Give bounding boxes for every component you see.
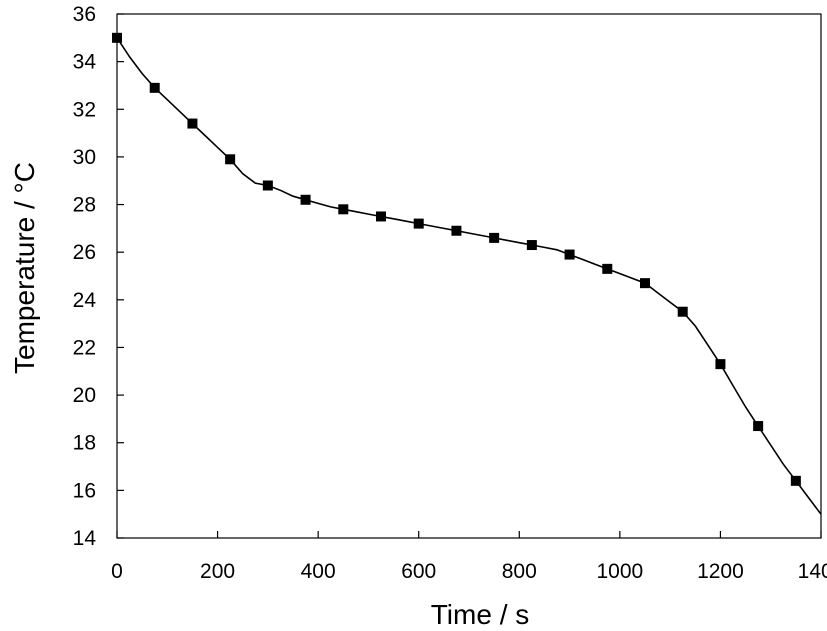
x-axis-tick-labels: 0 200 400 600 800 1000 1200 1400 [111, 560, 827, 583]
data-point [602, 263, 613, 274]
y-tick-label: 24 [73, 289, 97, 312]
x-axis-ticks [116, 531, 822, 538]
y-axis-ticks [117, 13, 124, 539]
cooling-curve-line [116, 37, 822, 515]
data-point [715, 359, 726, 370]
y-axis-label: Temperature / °C [9, 162, 40, 374]
y-tick-label: 14 [73, 527, 97, 550]
y-tick-label: 16 [73, 479, 96, 502]
data-point [300, 194, 311, 205]
x-tick-label: 0 [111, 560, 123, 583]
x-tick-label: 600 [401, 560, 436, 583]
x-tick-label: 200 [200, 560, 235, 583]
x-tick-label: 1400 [798, 560, 827, 583]
x-tick-label: 400 [301, 560, 336, 583]
data-point [677, 306, 688, 317]
data-point [790, 475, 801, 486]
data-point [451, 225, 462, 236]
data-point [225, 154, 236, 165]
data-point-markers [112, 32, 801, 486]
y-axis-tick-labels: 14 16 18 20 22 24 26 28 30 32 34 36 [73, 3, 97, 550]
y-tick-label: 34 [73, 51, 97, 74]
y-tick-label: 20 [73, 384, 96, 407]
x-axis-label: Time / s [431, 599, 530, 630]
x-tick-label: 1000 [596, 560, 643, 583]
data-point [112, 32, 122, 43]
x-tick-label: 800 [502, 560, 537, 583]
y-tick-label: 30 [73, 146, 96, 169]
y-tick-label: 26 [73, 241, 96, 264]
data-point [489, 232, 500, 243]
y-tick-label: 18 [73, 432, 96, 455]
data-point [526, 240, 537, 251]
data-point [564, 249, 575, 260]
data-point [753, 421, 764, 432]
y-tick-label: 28 [73, 194, 96, 217]
x-tick-label: 1200 [697, 560, 744, 583]
data-point [149, 82, 160, 93]
y-tick-label: 22 [73, 336, 96, 359]
data-point [338, 204, 349, 215]
data-point [640, 278, 650, 289]
data-point [262, 180, 273, 191]
data-point [187, 118, 198, 129]
y-tick-label: 36 [73, 3, 96, 26]
data-point [376, 211, 386, 222]
data-point [413, 218, 424, 229]
plot-area-frame [116, 13, 822, 539]
y-tick-label: 32 [73, 98, 96, 121]
